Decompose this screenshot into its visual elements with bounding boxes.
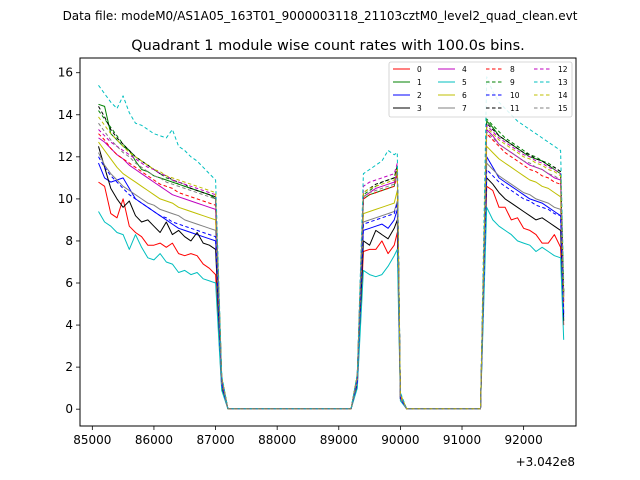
x-tick-label: 91000 <box>443 433 481 447</box>
legend-label-3: 3 <box>417 104 422 113</box>
series-line-9 <box>98 110 565 410</box>
series-line-4 <box>98 129 565 410</box>
series-line-14 <box>98 116 565 410</box>
y-tick-label: 4 <box>65 318 73 332</box>
x-axis: 85000 86000 87000 88000 89000 90000 91000 92000 <box>73 426 543 447</box>
y-axis: 0 2 4 6 8 10 12 14 16 <box>58 66 80 416</box>
legend-label-0: 0 <box>417 65 422 74</box>
legend-label-1: 1 <box>417 78 422 87</box>
y-tick-label: 6 <box>65 276 73 290</box>
y-tick-label: 16 <box>58 66 73 80</box>
y-tick-label: 8 <box>65 234 73 248</box>
legend-label-9: 9 <box>510 78 515 87</box>
series-line-7 <box>98 152 565 410</box>
series-line-12 <box>98 124 565 410</box>
series-line-5 <box>98 206 565 410</box>
legend-label-13: 13 <box>558 78 568 87</box>
y-tick-label: 0 <box>65 402 73 416</box>
legend-label-15: 15 <box>558 104 568 113</box>
legend-label-12: 12 <box>558 65 568 74</box>
legend-label-10: 10 <box>510 91 520 100</box>
legend-label-7: 7 <box>462 104 467 113</box>
series-line-0 <box>98 181 565 410</box>
x-tick-label: 92000 <box>505 433 543 447</box>
y-tick-label: 12 <box>58 150 73 164</box>
series-line-6 <box>98 141 565 410</box>
figure-suptitle: Data file: modeM0/AS1A05_163T01_90000031… <box>63 9 578 23</box>
series-layer <box>98 76 565 410</box>
x-tick-label: 88000 <box>258 433 296 447</box>
series-line-3 <box>98 146 565 410</box>
x-tick-label: 86000 <box>135 433 173 447</box>
plot-area: 85000 86000 87000 88000 89000 90000 91000 92000… <box>58 57 577 447</box>
y-tick-label: 14 <box>58 108 73 122</box>
legend-label-14: 14 <box>558 91 568 100</box>
legend-label-8: 8 <box>510 65 515 74</box>
series-line-13 <box>98 76 565 410</box>
x-offset-label: +3.042e8 <box>516 455 575 469</box>
series-line-8 <box>98 133 565 410</box>
x-tick-label: 89000 <box>320 433 358 447</box>
series-line-1 <box>98 103 565 410</box>
y-tick-label: 2 <box>65 360 73 374</box>
series-line-11 <box>98 106 565 410</box>
axes-frame <box>79 57 577 427</box>
y-tick-label: 10 <box>58 192 73 206</box>
series-line-15 <box>98 122 565 410</box>
x-tick-label: 90000 <box>381 433 419 447</box>
legend-label-4: 4 <box>462 65 467 74</box>
legend-box <box>388 61 573 118</box>
legend-label-2: 2 <box>417 91 422 100</box>
legend-label-5: 5 <box>462 78 467 87</box>
legend-label-6: 6 <box>462 91 467 100</box>
x-tick-label: 87000 <box>196 433 234 447</box>
x-tick-label: 85000 <box>73 433 111 447</box>
chart-title: Quadrant 1 module wise count rates with … <box>131 38 525 54</box>
legend-label-11: 11 <box>510 104 520 113</box>
